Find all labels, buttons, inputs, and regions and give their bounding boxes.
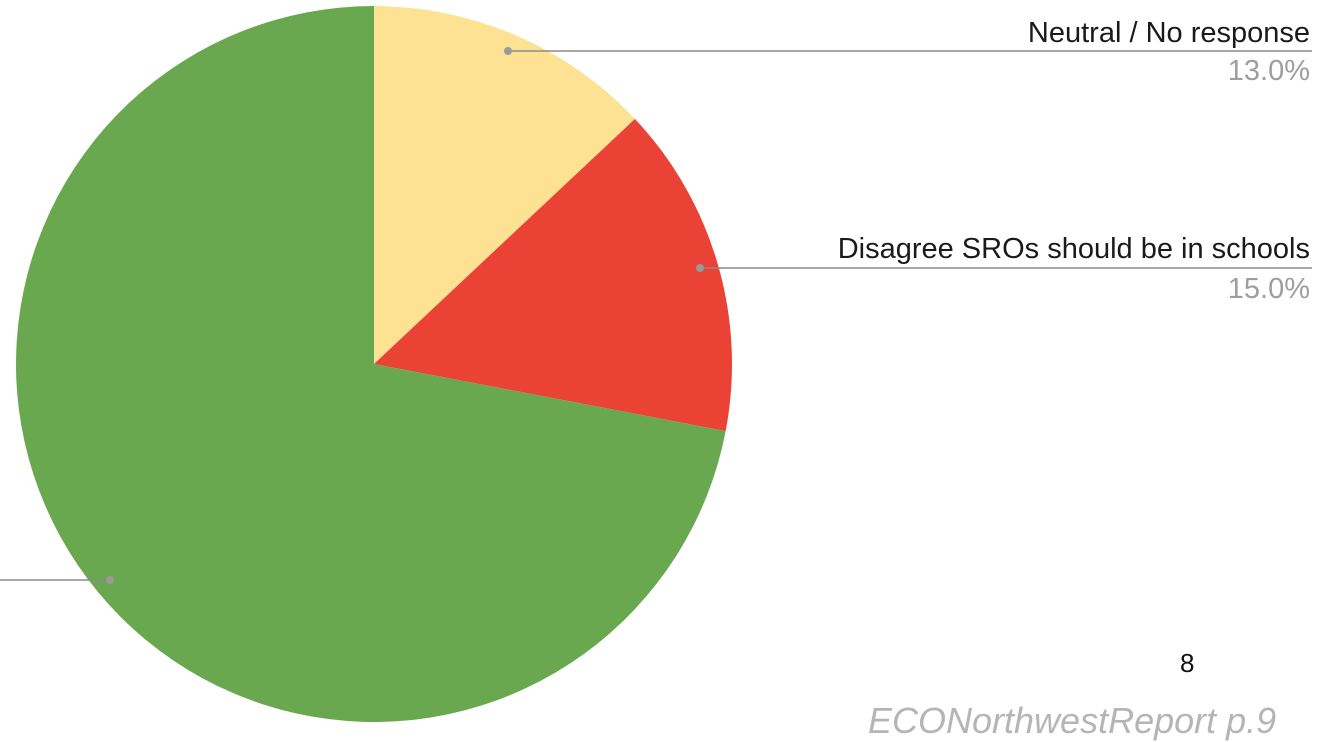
leader-dot-2 — [696, 264, 704, 272]
pie-chart-canvas: Neutral / No response 13.0% Disagree SROs … — [0, 6, 1312, 722]
slice-value-1: 13.0% — [1228, 55, 1310, 87]
pie-slice-3 — [15, 6, 726, 722]
slice-label-1: Neutral / No response — [1028, 17, 1310, 49]
page-number: 8 — [1180, 648, 1195, 678]
leader-dot-1 — [504, 47, 512, 55]
pie-chart: Neutral / No response 13.0% Disagree SROs … — [0, 6, 1312, 741]
leader-dot-3 — [106, 576, 114, 584]
pie-slice-2 — [374, 118, 732, 432]
slice-label-2: Disagree SROs should be in schools — [838, 233, 1310, 265]
source-note: ECONorthwestReport p.9 — [868, 700, 1277, 741]
pie-slice-1 — [374, 6, 635, 364]
slice-value-2: 15.0% — [1228, 273, 1310, 305]
